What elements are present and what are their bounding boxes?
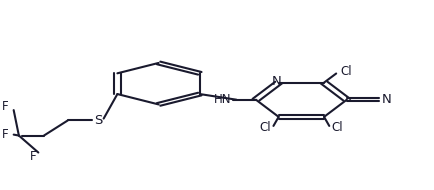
Text: HN: HN: [214, 93, 231, 106]
Text: N: N: [272, 74, 281, 88]
Text: S: S: [94, 114, 102, 127]
Text: Cl: Cl: [331, 121, 343, 134]
Text: F: F: [2, 100, 8, 113]
Text: Cl: Cl: [340, 65, 352, 78]
Text: Cl: Cl: [260, 121, 272, 134]
Text: F: F: [2, 128, 8, 141]
Text: N: N: [382, 93, 392, 106]
Text: F: F: [30, 150, 36, 163]
